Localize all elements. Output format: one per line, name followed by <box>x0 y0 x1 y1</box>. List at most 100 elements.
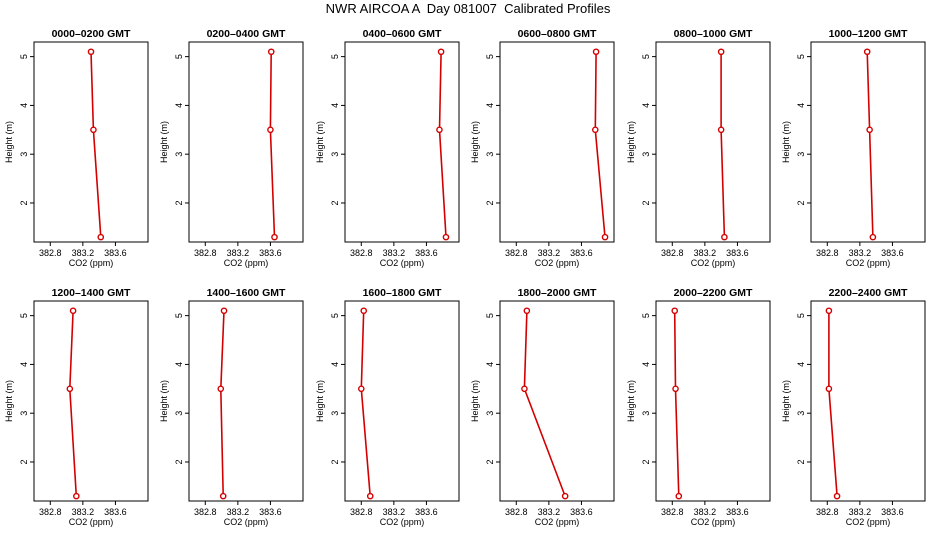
x-tick-label: 382.8 <box>661 507 684 517</box>
profile-point <box>591 126 599 134</box>
profile-point <box>833 492 841 500</box>
x-tick-label: 383.2 <box>227 248 250 258</box>
y-tick-label: 4 <box>641 103 651 108</box>
profile-point <box>87 48 95 56</box>
profile-point <box>521 385 528 393</box>
y-tick-label: 4 <box>485 103 495 108</box>
y-tick-label: 5 <box>641 54 651 59</box>
x-axis-label: CO2 (ppm) <box>535 517 580 527</box>
x-tick-label: 383.2 <box>849 507 872 517</box>
y-tick-label: 3 <box>796 411 806 416</box>
panel-frame <box>33 300 149 502</box>
x-axis-label: CO2 (ppm) <box>224 517 269 527</box>
y-tick-label: 3 <box>641 152 651 157</box>
y-tick-label: 4 <box>485 362 495 367</box>
x-tick-label: 383.6 <box>259 507 282 517</box>
y-tick-label: 4 <box>19 103 29 108</box>
x-axis-label: CO2 (ppm) <box>69 258 114 268</box>
profile-point <box>717 48 725 56</box>
profile-line <box>219 310 225 497</box>
y-tick-label: 4 <box>174 362 184 367</box>
profile-point <box>592 48 600 56</box>
profile-point <box>217 385 225 393</box>
x-tick-label: 383.6 <box>881 248 904 258</box>
y-tick-label: 3 <box>174 411 184 416</box>
x-tick-label: 383.2 <box>227 507 250 517</box>
profile-point <box>436 126 443 134</box>
panel-frame <box>499 41 615 243</box>
y-tick-label: 4 <box>796 362 806 367</box>
profile-point <box>523 307 531 315</box>
x-tick-label: 382.8 <box>350 507 373 517</box>
x-tick-label: 383.6 <box>881 507 904 517</box>
y-tick-label: 2 <box>330 200 340 205</box>
x-tick-label: 383.6 <box>104 248 127 258</box>
x-axis-label: CO2 (ppm) <box>380 258 425 268</box>
y-axis-label: Height (m) <box>4 121 14 163</box>
x-axis-label: CO2 (ppm) <box>224 258 269 268</box>
panel-title: 1800–2000 GMT <box>518 287 597 299</box>
x-tick-label: 383.2 <box>72 507 95 517</box>
profile-point <box>360 307 368 315</box>
y-tick-label: 4 <box>796 103 806 108</box>
y-tick-label: 2 <box>485 200 495 205</box>
profile-point <box>825 307 833 315</box>
y-axis-label: Height (m) <box>626 380 636 422</box>
x-axis-label: CO2 (ppm) <box>380 517 425 527</box>
panel-title: 1400–1600 GMT <box>207 287 286 299</box>
y-axis-label: Height (m) <box>159 380 169 422</box>
panel-frame <box>188 300 304 502</box>
panel-title: 2200–2400 GMT <box>829 287 908 299</box>
x-tick-label: 382.8 <box>350 248 373 258</box>
x-tick-label: 382.8 <box>39 507 62 517</box>
y-axis-label: Height (m) <box>470 380 480 422</box>
panel-title: 0200–0400 GMT <box>207 28 286 40</box>
profile-line <box>828 310 838 497</box>
profile-line <box>866 51 874 238</box>
x-tick-label: 382.8 <box>505 248 528 258</box>
profile-point <box>97 233 105 241</box>
profile-point <box>561 492 569 500</box>
y-tick-label: 5 <box>19 54 29 59</box>
y-tick-label: 3 <box>641 411 651 416</box>
x-tick-label: 383.2 <box>538 507 561 517</box>
profile-point <box>869 233 877 241</box>
x-axis-label: CO2 (ppm) <box>846 258 891 268</box>
panel-frame <box>655 300 771 502</box>
x-tick-label: 382.8 <box>816 507 839 517</box>
profile-point <box>863 48 871 56</box>
y-tick-label: 5 <box>796 313 806 318</box>
x-tick-label: 383.2 <box>694 248 717 258</box>
y-tick-label: 2 <box>641 200 651 205</box>
x-tick-label: 382.8 <box>194 507 217 517</box>
panel-title: 1000–1200 GMT <box>829 28 908 40</box>
x-tick-label: 382.8 <box>194 248 217 258</box>
x-axis-label: CO2 (ppm) <box>535 258 580 268</box>
panel-title: 1600–1800 GMT <box>363 287 442 299</box>
profile-line <box>360 310 371 497</box>
y-tick-label: 2 <box>174 200 184 205</box>
profile-point <box>717 126 725 134</box>
panel-frame <box>188 41 304 243</box>
x-tick-label: 382.8 <box>39 248 62 258</box>
profile-point <box>73 492 80 500</box>
y-tick-label: 4 <box>174 103 184 108</box>
y-tick-label: 5 <box>330 54 340 59</box>
y-axis-label: Height (m) <box>626 121 636 163</box>
y-axis-label: Height (m) <box>470 121 480 163</box>
y-axis-label: Height (m) <box>159 121 169 163</box>
y-tick-label: 3 <box>19 411 29 416</box>
y-tick-label: 4 <box>19 362 29 367</box>
profile-line <box>673 310 680 497</box>
profile-point <box>219 492 227 500</box>
panel-title: 0400–0600 GMT <box>363 28 442 40</box>
profile-point <box>672 385 679 393</box>
profile-point <box>366 492 374 500</box>
profile-line <box>438 51 447 238</box>
y-tick-label: 2 <box>330 459 340 464</box>
x-axis-label: CO2 (ppm) <box>69 517 114 527</box>
x-tick-label: 383.6 <box>726 248 749 258</box>
profile-point <box>271 233 278 241</box>
y-tick-label: 2 <box>174 459 184 464</box>
y-axis-label: Height (m) <box>315 121 325 163</box>
